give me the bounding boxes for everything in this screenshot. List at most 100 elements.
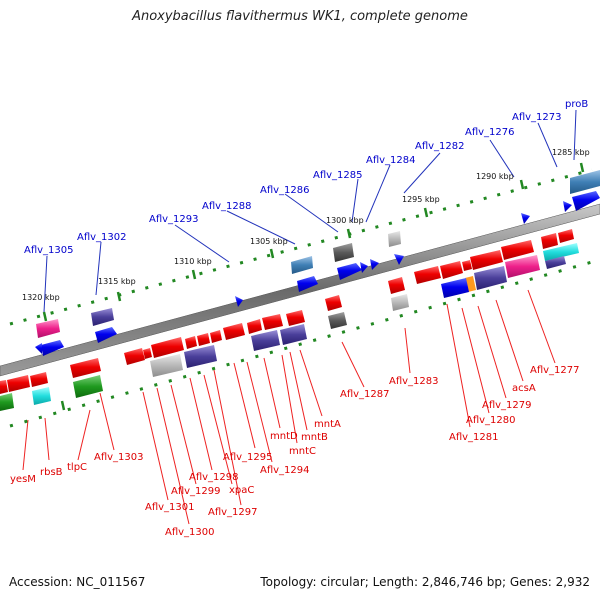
gene-label[interactable]: Aflv_1281 <box>449 432 499 443</box>
gene-arrow-reverse[interactable] <box>0 380 8 394</box>
gene-block[interactable] <box>391 294 409 311</box>
gene-label[interactable]: Aflv_1301 <box>145 502 195 513</box>
gene-label[interactable]: xpaC <box>229 485 254 496</box>
gene-label[interactable]: mntB <box>301 432 328 443</box>
gene-block[interactable] <box>570 170 600 194</box>
gene-arrow-reverse[interactable] <box>501 240 534 260</box>
gene-label[interactable]: Aflv_1276 <box>465 127 515 138</box>
gene-block[interactable] <box>73 375 103 398</box>
gene-block[interactable] <box>251 330 280 351</box>
gene-arrow-reverse[interactable] <box>185 336 197 349</box>
gene-label[interactable]: Aflv_1302 <box>77 232 127 243</box>
gene-arrow-reverse[interactable] <box>124 348 145 365</box>
gene-arrow-reverse[interactable] <box>470 250 503 270</box>
gene-arrow-reverse[interactable] <box>197 333 210 346</box>
gene-arrow-forward[interactable] <box>235 296 243 307</box>
forward-strand-features[interactable] <box>35 170 600 356</box>
gene-label[interactable]: Aflv_1277 <box>530 365 580 376</box>
gene-label[interactable]: Aflv_1294 <box>260 465 310 476</box>
gene-arrow-forward[interactable] <box>95 327 117 343</box>
scale-track <box>9 162 593 428</box>
gene-label[interactable]: mntC <box>289 446 316 457</box>
gene-label[interactable]: Aflv_1303 <box>94 452 144 463</box>
gene-label[interactable]: Aflv_1286 <box>260 185 310 196</box>
gene-label[interactable]: mntD <box>270 431 298 442</box>
kbp-labels: 1285 kbp 1290 kbp 1295 kbp 1300 kbp 1305… <box>22 148 590 302</box>
gene-arrow-reverse[interactable] <box>151 337 184 358</box>
gene-block[interactable] <box>291 256 313 274</box>
gene-label[interactable]: rbsB <box>40 467 63 478</box>
gene-block[interactable] <box>36 319 60 338</box>
kbp-label: 1320 kbp <box>22 293 60 302</box>
gene-block[interactable] <box>388 231 401 247</box>
gene-arrow-reverse[interactable] <box>262 314 283 330</box>
gene-arrow-reverse[interactable] <box>414 266 441 284</box>
gene-block[interactable] <box>328 312 347 329</box>
gene-arrow-reverse[interactable] <box>223 323 245 340</box>
gene-block[interactable] <box>280 324 307 345</box>
gene-arrow-forward[interactable] <box>35 343 42 354</box>
gene-block[interactable] <box>474 266 507 290</box>
gene-label[interactable]: Aflv_1295 <box>223 452 273 463</box>
gene-block[interactable] <box>441 278 469 298</box>
gene-label[interactable]: Aflv_1298 <box>189 472 239 483</box>
gene-arrow-forward[interactable] <box>563 201 572 212</box>
gene-label[interactable]: Aflv_1288 <box>202 201 252 212</box>
gene-arrow-reverse[interactable] <box>143 348 152 359</box>
gene-label[interactable]: tlpC <box>67 462 87 473</box>
gene-label[interactable]: Aflv_1282 <box>415 141 465 152</box>
gene-label[interactable]: Aflv_1287 <box>340 389 390 400</box>
gene-arrow-reverse[interactable] <box>70 358 101 378</box>
gene-arrow-reverse[interactable] <box>325 295 342 311</box>
gene-arrow-reverse[interactable] <box>388 277 405 294</box>
gene-label[interactable]: Aflv_1300 <box>165 527 215 538</box>
gene-label[interactable]: Aflv_1279 <box>482 400 532 411</box>
gene-arrow-reverse[interactable] <box>7 375 30 392</box>
gene-label[interactable]: Aflv_1280 <box>466 415 516 426</box>
gene-arrow-forward[interactable] <box>360 262 368 273</box>
gene-arrow-forward[interactable] <box>370 259 379 270</box>
gene-block[interactable] <box>184 345 217 368</box>
gene-arrow-reverse[interactable] <box>247 319 262 334</box>
gene-label[interactable]: Aflv_1299 <box>171 486 221 497</box>
kbp-label: 1310 kbp <box>174 257 212 266</box>
forward-connectors <box>43 109 577 313</box>
reverse-strand-features[interactable] <box>0 229 579 411</box>
gene-block[interactable] <box>543 243 579 261</box>
gene-arrow-reverse[interactable] <box>286 310 305 326</box>
gene-label[interactable]: yesM <box>10 474 36 485</box>
gene-arrow-forward[interactable] <box>521 213 530 224</box>
gene-arrow-reverse[interactable] <box>210 330 222 343</box>
gene-arrow-forward[interactable] <box>337 263 362 280</box>
gene-label[interactable]: Aflv_1305 <box>24 245 74 256</box>
gene-block[interactable] <box>333 243 354 262</box>
gene-block[interactable] <box>545 256 566 269</box>
gene-arrow-reverse[interactable] <box>558 229 574 243</box>
reverse-connectors <box>22 289 556 525</box>
gene-label[interactable]: Aflv_1273 <box>512 112 562 123</box>
gene-arrow-reverse[interactable] <box>541 233 558 249</box>
gene-block[interactable] <box>32 387 51 405</box>
gene-arrow-reverse[interactable] <box>440 261 463 279</box>
gene-block[interactable] <box>0 393 14 411</box>
gene-arrow-forward[interactable] <box>394 254 404 265</box>
gene-block[interactable] <box>91 308 114 326</box>
gene-arrow-reverse[interactable] <box>30 372 48 387</box>
gene-label[interactable]: Aflv_1284 <box>366 155 416 166</box>
gene-label[interactable]: Aflv_1293 <box>149 214 199 225</box>
gene-arrow-forward[interactable] <box>572 191 600 211</box>
gene-arrow-forward[interactable] <box>297 276 318 292</box>
gene-label[interactable]: Aflv_1297 <box>208 507 258 518</box>
gene-label[interactable]: Aflv_1283 <box>389 376 439 387</box>
label-connectors <box>22 109 577 525</box>
forward-gene-labels: proB Aflv_1273 Aflv_1276 Aflv_1282 Aflv_… <box>24 99 588 256</box>
gene-block[interactable] <box>505 255 540 278</box>
gene-arrow-reverse[interactable] <box>462 260 472 271</box>
gene-label[interactable]: proB <box>565 99 588 110</box>
gene-block[interactable] <box>150 354 183 377</box>
gene-arrow-forward[interactable] <box>41 340 64 356</box>
gene-label[interactable]: acsA <box>512 383 536 394</box>
gene-label[interactable]: Aflv_1285 <box>313 170 363 181</box>
gene-label[interactable]: mntA <box>314 419 341 430</box>
